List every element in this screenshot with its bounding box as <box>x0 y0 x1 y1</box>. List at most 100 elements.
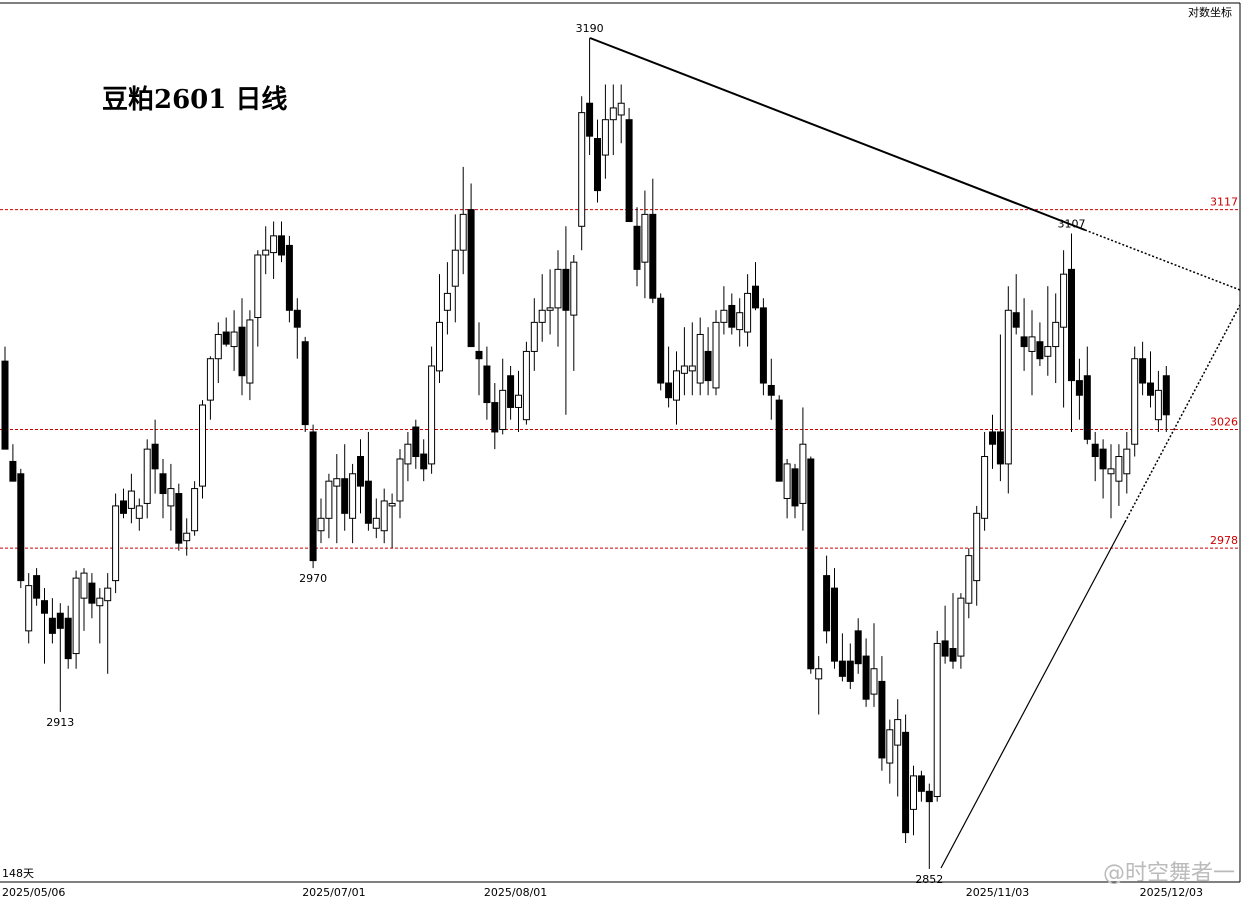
candle-body <box>767 384 775 396</box>
candle-body <box>1139 358 1147 384</box>
extreme-label: 2852 <box>915 873 943 886</box>
chart-title: 豆粕2601 日线 <box>102 84 287 115</box>
candle-body <box>372 517 380 529</box>
candle-body <box>183 532 191 542</box>
candle-body <box>349 473 357 519</box>
candle-body <box>783 463 791 499</box>
candle-body <box>949 648 957 662</box>
candle-body <box>96 597 104 607</box>
candle-body <box>475 350 483 360</box>
candle-body <box>1091 443 1099 458</box>
count-label: 148天 <box>2 867 34 880</box>
candle-body <box>412 426 420 458</box>
candle-body <box>396 458 404 502</box>
candle-body <box>64 617 72 660</box>
trend-line-lower-ext <box>1124 304 1241 523</box>
candle-body <box>341 478 349 514</box>
x-tick-label: 2025/05/06 <box>2 886 65 899</box>
extreme-label: 2970 <box>299 572 327 585</box>
candle-body <box>25 585 33 632</box>
candle-body <box>886 729 894 764</box>
candle-body <box>688 365 696 372</box>
candle-body <box>917 775 925 792</box>
watermark: @时空舞者一 <box>1103 861 1235 886</box>
candle-body <box>483 365 491 404</box>
candle-body <box>601 119 609 156</box>
candle-body <box>625 119 633 223</box>
candle-body <box>823 575 831 632</box>
candle-body <box>815 668 823 680</box>
candle-body <box>1060 273 1068 328</box>
candle-body <box>894 719 902 746</box>
candle-body <box>902 731 910 834</box>
candle-body <box>80 572 88 599</box>
candle-body <box>712 321 720 389</box>
candle-body <box>657 297 665 384</box>
x-tick-label: 2025/11/03 <box>966 886 1029 899</box>
candle-body <box>120 500 127 514</box>
plot: 3117 3026 2978 2025/05/06 2025/07/01 2025/08/… <box>0 22 1240 899</box>
candle-body <box>752 285 759 309</box>
candle-body <box>420 453 428 470</box>
candle-body <box>1075 380 1083 396</box>
candle-body <box>127 490 135 509</box>
candle-body <box>238 326 246 377</box>
candle-body <box>1044 346 1052 357</box>
candle-body <box>1004 309 1012 465</box>
candle-body <box>364 480 372 524</box>
candle-body <box>965 555 973 604</box>
candle-body <box>586 102 594 137</box>
candle-body <box>278 235 285 256</box>
level-label: 3026 <box>1210 415 1238 428</box>
candle-body <box>1036 341 1044 360</box>
candle-body <box>499 389 507 430</box>
candle-body <box>48 617 56 634</box>
x-tick-label: 2025/12/03 <box>1140 886 1203 899</box>
candle-body <box>254 254 262 319</box>
candle-body <box>1123 448 1131 475</box>
candle-body <box>135 505 143 519</box>
candle-body <box>357 456 364 487</box>
candle-body <box>1052 321 1060 348</box>
candle-body <box>1099 448 1107 470</box>
candle-body <box>1154 389 1162 421</box>
candle-body <box>333 478 341 487</box>
candle-body <box>1131 358 1139 445</box>
level-label: 3117 <box>1210 196 1238 209</box>
candle-body <box>594 138 601 192</box>
candle-body <box>720 309 728 323</box>
candle-body <box>1115 456 1123 482</box>
candle-body <box>388 502 396 507</box>
candle-body <box>641 213 649 263</box>
candle-body <box>546 307 554 311</box>
candle-body <box>175 493 183 544</box>
candle-body <box>680 365 688 374</box>
candle-body <box>665 382 673 399</box>
candle-body <box>246 319 254 384</box>
trend-line-lower <box>940 521 1126 869</box>
candle-body <box>1162 375 1170 416</box>
candle-body <box>704 350 712 382</box>
candle-body <box>293 309 301 328</box>
x-tick-label: 2025/08/01 <box>484 886 547 899</box>
candle-body <box>285 244 293 311</box>
candle-body <box>72 577 80 655</box>
candle-body <box>1107 468 1115 475</box>
candle-body <box>744 292 752 333</box>
candle-body <box>262 249 270 256</box>
candle-body <box>925 790 933 803</box>
candle-body <box>1 360 9 450</box>
candle-body <box>1020 336 1028 348</box>
candle-body <box>143 448 151 504</box>
candle-body <box>206 358 214 401</box>
candle-body <box>649 213 657 299</box>
candle-body <box>9 460 17 482</box>
extreme-label: 3190 <box>576 22 604 35</box>
candle-body <box>1068 268 1075 382</box>
candle-body <box>230 331 238 348</box>
candle-body <box>17 473 25 582</box>
candle-body <box>854 630 862 665</box>
candle-body <box>562 268 570 311</box>
